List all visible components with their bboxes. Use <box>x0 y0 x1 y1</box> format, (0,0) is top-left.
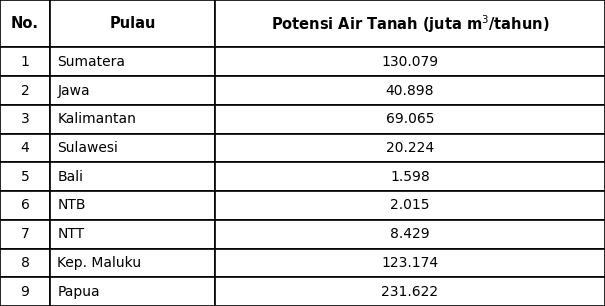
Bar <box>215 191 605 220</box>
Text: NTB: NTB <box>57 199 86 212</box>
Text: 1.598: 1.598 <box>390 170 430 184</box>
Bar <box>50 277 215 306</box>
Bar <box>215 105 605 134</box>
Bar <box>0 0 50 47</box>
Bar <box>215 248 605 277</box>
Text: 123.174: 123.174 <box>381 256 439 270</box>
Bar <box>0 134 50 162</box>
Text: 20.224: 20.224 <box>386 141 434 155</box>
Bar <box>0 76 50 105</box>
Bar <box>215 134 605 162</box>
Bar <box>215 0 605 47</box>
Bar <box>50 76 215 105</box>
Bar <box>50 248 215 277</box>
Bar <box>50 220 215 248</box>
Text: Bali: Bali <box>57 170 83 184</box>
Bar <box>50 162 215 191</box>
Text: 2: 2 <box>21 84 30 98</box>
Bar <box>50 105 215 134</box>
Text: 6: 6 <box>21 199 30 212</box>
Text: 3: 3 <box>21 112 30 126</box>
Text: Potensi Air Tanah (juta m$^3$/tahun): Potensi Air Tanah (juta m$^3$/tahun) <box>271 13 549 35</box>
Text: Sumatera: Sumatera <box>57 55 125 69</box>
Text: 4: 4 <box>21 141 30 155</box>
Text: 231.622: 231.622 <box>381 285 439 299</box>
Bar <box>215 220 605 248</box>
Text: 8: 8 <box>21 256 30 270</box>
Bar <box>215 47 605 76</box>
Bar <box>50 191 215 220</box>
Bar <box>50 0 215 47</box>
Text: 8.429: 8.429 <box>390 227 430 241</box>
Bar <box>0 220 50 248</box>
Bar <box>0 105 50 134</box>
Text: NTT: NTT <box>57 227 84 241</box>
Bar <box>215 162 605 191</box>
Text: Kep. Maluku: Kep. Maluku <box>57 256 142 270</box>
Text: 40.898: 40.898 <box>386 84 434 98</box>
Text: Papua: Papua <box>57 285 100 299</box>
Text: Pulau: Pulau <box>110 16 155 31</box>
Text: Sulawesi: Sulawesi <box>57 141 118 155</box>
Bar <box>0 248 50 277</box>
Bar <box>215 76 605 105</box>
Bar <box>215 277 605 306</box>
Bar <box>50 134 215 162</box>
Text: 2.015: 2.015 <box>390 199 430 212</box>
Text: No.: No. <box>11 16 39 31</box>
Bar <box>0 162 50 191</box>
Text: 1: 1 <box>21 55 30 69</box>
Text: 9: 9 <box>21 285 30 299</box>
Text: Jawa: Jawa <box>57 84 90 98</box>
Text: 130.079: 130.079 <box>381 55 439 69</box>
Bar <box>50 47 215 76</box>
Bar <box>0 47 50 76</box>
Bar <box>0 277 50 306</box>
Bar <box>0 191 50 220</box>
Text: 7: 7 <box>21 227 30 241</box>
Text: 5: 5 <box>21 170 30 184</box>
Text: Kalimantan: Kalimantan <box>57 112 136 126</box>
Text: 69.065: 69.065 <box>386 112 434 126</box>
